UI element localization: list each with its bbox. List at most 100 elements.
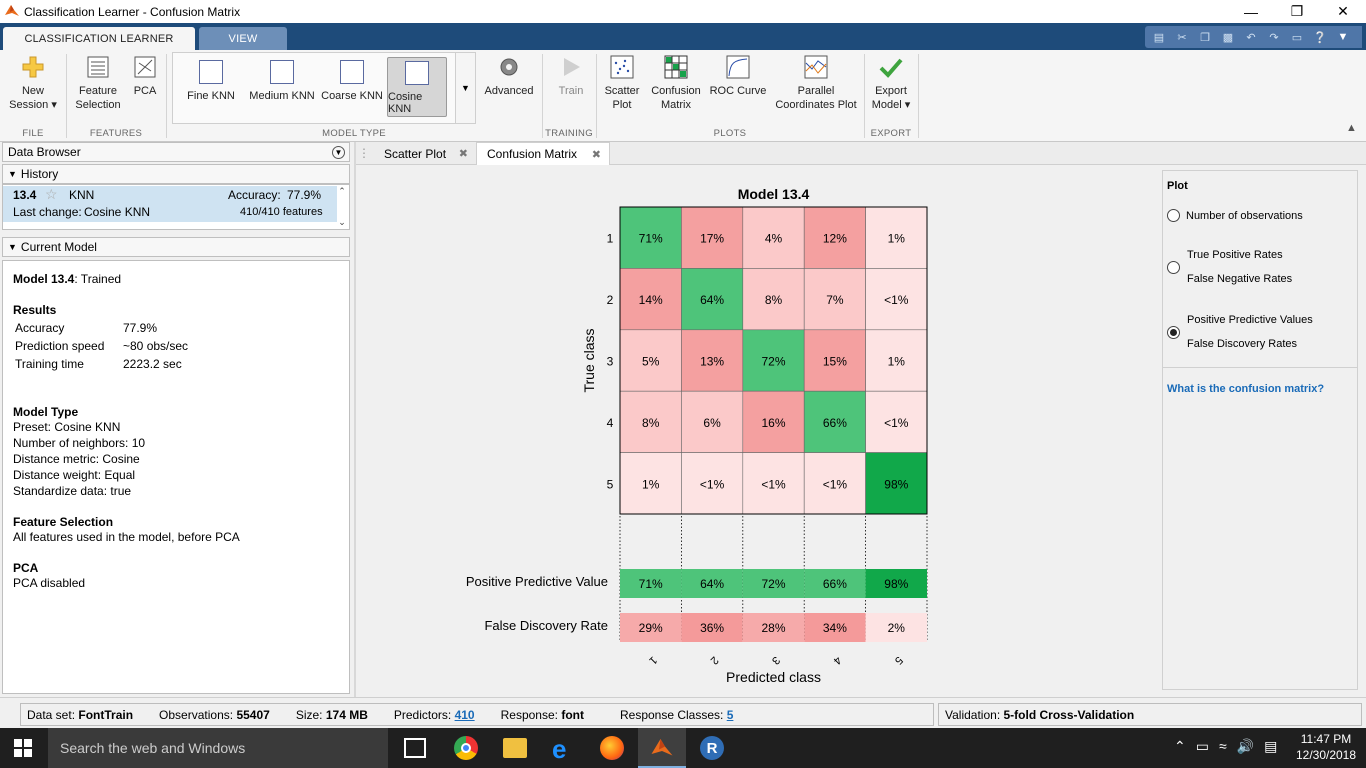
clock-date: 12/30/2018 bbox=[1295, 748, 1357, 762]
history-item-id: 13.4 bbox=[13, 188, 37, 202]
feature-selection-button[interactable]: Feature Selection bbox=[72, 54, 124, 112]
quick-access-toolbar: ▤ ✂ ❐ ▩ ↶ ↷ ▭ ❔ ▼ bbox=[1145, 26, 1362, 48]
collapse-ribbon-icon[interactable]: ▲ bbox=[1346, 122, 1357, 134]
history-scrollbar[interactable]: ⌃ ⌄ bbox=[338, 186, 346, 227]
fine-knn-button[interactable]: Fine KNN bbox=[179, 57, 243, 117]
ppv-value: 64% bbox=[700, 577, 724, 591]
cut-icon[interactable]: ✂ bbox=[1177, 31, 1187, 44]
wifi-icon[interactable]: ≈ bbox=[1218, 738, 1227, 754]
radio-number-of-observations[interactable]: Number of observations bbox=[1167, 209, 1303, 222]
radio-icon[interactable] bbox=[1167, 261, 1180, 274]
matlab-taskbar-button[interactable] bbox=[638, 728, 686, 768]
copy-icon[interactable]: ❐ bbox=[1200, 31, 1210, 44]
restore-button[interactable]: ❐ bbox=[1290, 3, 1304, 19]
clock[interactable]: 11:47 PM 12/30/2018 bbox=[1294, 731, 1358, 763]
ppv-value: 71% bbox=[639, 577, 663, 591]
checkmark-icon bbox=[878, 54, 904, 80]
cell-label: 8% bbox=[765, 293, 783, 307]
plus-icon bbox=[20, 54, 46, 80]
radio-label: Number of observations bbox=[1186, 209, 1303, 222]
fine-knn-label: Fine KNN bbox=[187, 90, 235, 102]
export-model-button[interactable]: Export Model ▾ bbox=[868, 54, 914, 112]
validation-info: Validation: 5-fold Cross-Validation bbox=[938, 703, 1362, 726]
new-session-button[interactable]: New Session ▾ bbox=[8, 54, 58, 112]
confusion-matrix-button[interactable]: Confusion Matrix bbox=[648, 54, 704, 112]
cell-label: 8% bbox=[642, 416, 660, 430]
current-model-panel: Model 13.4: Trained Results Accuracy 77.9… bbox=[2, 260, 350, 694]
scatter-plot-icon bbox=[609, 54, 635, 80]
r-icon[interactable]: R bbox=[700, 736, 724, 760]
medium-knn-button[interactable]: Medium KNN bbox=[247, 57, 317, 117]
firefox-icon[interactable] bbox=[600, 736, 624, 760]
gallery-expand-button[interactable]: ▼ bbox=[456, 52, 476, 124]
radio-icon[interactable] bbox=[1167, 209, 1180, 222]
model-type-line: Distance weight: Equal bbox=[13, 468, 136, 482]
tab-view[interactable]: VIEW bbox=[199, 27, 287, 50]
advanced-button[interactable]: Advanced bbox=[480, 54, 538, 98]
help-link[interactable]: What is the confusion matrix? bbox=[1167, 383, 1325, 395]
collapse-icon: ▼ bbox=[8, 242, 17, 252]
medium-knn-label: Medium KNN bbox=[249, 90, 315, 102]
notifications-icon[interactable]: ▤ bbox=[1264, 738, 1278, 754]
close-tab-icon[interactable]: ✖ bbox=[591, 148, 601, 161]
taskbar-search[interactable]: Search the web and Windows bbox=[48, 728, 388, 768]
help-icon[interactable]: ❔ bbox=[1313, 31, 1327, 44]
cosine-knn-button[interactable]: Cosine KNN bbox=[387, 57, 447, 117]
radio-label: False Discovery Rates bbox=[1187, 338, 1298, 350]
close-tab-icon[interactable]: ✖ bbox=[458, 148, 468, 160]
pred-label: Predictors: bbox=[393, 707, 452, 722]
chevron-up-icon[interactable]: ⌃ bbox=[1174, 738, 1186, 754]
fdr-value: 36% bbox=[700, 621, 724, 635]
cell-label: 1% bbox=[888, 355, 906, 369]
drag-handle-icon[interactable]: ⋮ bbox=[358, 146, 370, 160]
battery-icon[interactable]: ▭ bbox=[1195, 738, 1209, 754]
search-placeholder: Search the web and Windows bbox=[60, 740, 246, 756]
tab-confusion-matrix[interactable]: Confusion Matrix ✖ bbox=[476, 142, 610, 165]
data-browser-menu-icon[interactable]: ▼ bbox=[332, 145, 345, 159]
parallel-label: Parallel bbox=[797, 85, 835, 97]
fdr-cell bbox=[865, 613, 927, 642]
task-view-icon[interactable] bbox=[404, 738, 426, 758]
train-button[interactable]: Train bbox=[550, 54, 592, 98]
close-button[interactable]: ✕ bbox=[1337, 3, 1349, 19]
edge-icon[interactable]: e bbox=[552, 734, 567, 764]
windows-start-icon[interactable] bbox=[14, 739, 32, 760]
current-model-header[interactable]: ▼ Current Model bbox=[2, 237, 350, 257]
group-file: FILE bbox=[22, 128, 44, 139]
history-header[interactable]: ▼ History bbox=[2, 164, 350, 184]
tab-classification-learner[interactable]: CLASSIFICATION LEARNER bbox=[3, 27, 195, 50]
pca-label: PCA bbox=[133, 85, 157, 97]
cell-label: 98% bbox=[884, 477, 908, 491]
col-tick-label: 5 bbox=[892, 654, 905, 667]
resp-value: font bbox=[561, 707, 584, 722]
radio-selected-icon[interactable] bbox=[1167, 326, 1180, 339]
chrome-icon[interactable] bbox=[454, 736, 478, 760]
predictors-link[interactable]: 410 bbox=[454, 707, 475, 722]
redo-icon[interactable]: ↷ bbox=[1269, 31, 1279, 44]
paste-icon[interactable]: ▩ bbox=[1222, 31, 1234, 44]
roc-curve-button[interactable]: ROC Curve bbox=[708, 54, 768, 98]
switch-windows-icon[interactable]: ▭ bbox=[1291, 31, 1303, 44]
scatter-plot-button[interactable]: Scatter Plot bbox=[600, 54, 644, 112]
fdr-label: False Discovery Rate bbox=[484, 618, 608, 633]
classes-link[interactable]: 5 bbox=[726, 707, 734, 722]
minimize-button[interactable]: — bbox=[1244, 3, 1258, 20]
feature-selection-title: Feature Selection bbox=[13, 515, 114, 529]
expand-icon[interactable]: ▼ bbox=[1337, 31, 1349, 43]
col-tick-label: 2 bbox=[708, 654, 721, 667]
volume-icon[interactable]: 🔊 bbox=[1236, 738, 1255, 754]
result-key: Prediction speed bbox=[15, 339, 105, 353]
star-icon[interactable]: ☆ bbox=[45, 186, 58, 202]
ppv-label: Positive Predictive Value bbox=[466, 574, 608, 589]
undo-icon[interactable]: ↶ bbox=[1246, 31, 1256, 44]
file-explorer-icon[interactable] bbox=[503, 738, 527, 758]
history-item[interactable]: 13.4 ☆ KNN Accuracy: 77.9% Last change: … bbox=[3, 186, 337, 222]
group-training: TRAINING bbox=[545, 128, 593, 139]
tab-scatter-plot[interactable]: Scatter Plot ✖ bbox=[384, 146, 468, 161]
panel-splitter[interactable] bbox=[354, 142, 356, 697]
coarse-knn-button[interactable]: Coarse KNN bbox=[319, 57, 385, 117]
save-icon[interactable]: ▤ bbox=[1153, 31, 1165, 44]
cell-label: 15% bbox=[823, 355, 847, 369]
pca-button[interactable]: PCA bbox=[128, 54, 162, 98]
parallel-coordinates-button[interactable]: Parallel Coordinates Plot bbox=[772, 54, 860, 112]
